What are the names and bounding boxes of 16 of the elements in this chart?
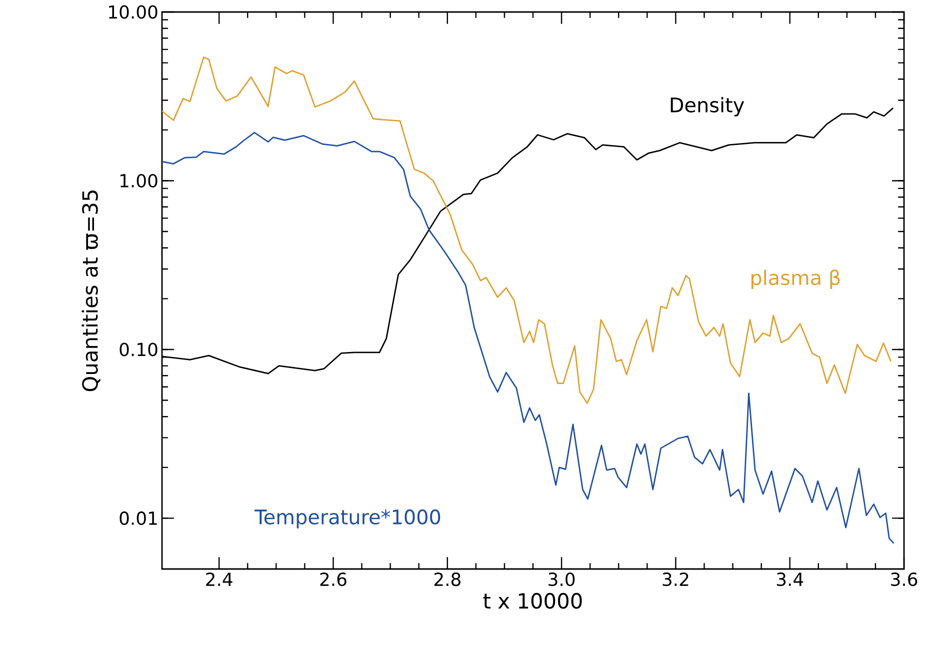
x-tick-label: 3.2 (662, 572, 688, 586)
x-tick-label: 2.4 (206, 572, 232, 586)
y-tick-label: 10.00 (109, 5, 158, 19)
series-label: Density (670, 97, 744, 116)
y-tick-label: 1.00 (120, 174, 158, 188)
series-label: plasma β (751, 270, 840, 290)
x-tick-label: 2.6 (320, 572, 346, 586)
y-tick-label: 0.01 (120, 511, 157, 525)
text: Temperature*1000 (254, 509, 440, 528)
y-axis-title: Quantities at ϖ=35 (82, 190, 100, 392)
y-tick-label: 0.10 (120, 342, 158, 356)
x-tick-label: 2.8 (434, 572, 460, 586)
x-axis-title: t x 10000 (483, 592, 582, 609)
x-tick-label: 3.4 (776, 572, 804, 586)
x-tick-label: 3.0 (548, 572, 575, 586)
x-tick-label: 3.6 (891, 572, 918, 586)
